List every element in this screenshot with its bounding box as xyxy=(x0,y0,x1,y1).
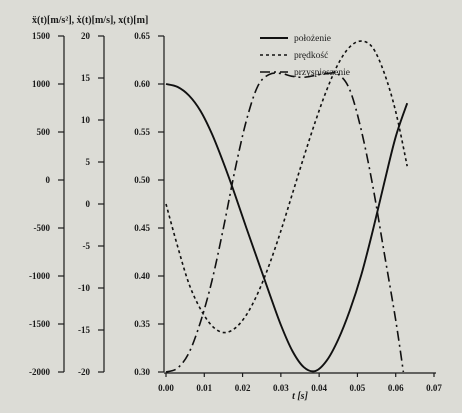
series-line-pos xyxy=(165,83,409,373)
time-tick-label: 0.01 xyxy=(196,383,212,393)
pos-tick-label: 0.65 xyxy=(134,31,150,41)
time-tick-label: 0.04 xyxy=(311,383,327,393)
legend-label-vel: prędkość xyxy=(294,51,328,61)
time-tick-label: 0.06 xyxy=(388,383,404,393)
vel-tick-label: 5 xyxy=(86,157,91,167)
time-tick-label: 0.02 xyxy=(235,383,251,393)
acc-tick-label: 0 xyxy=(46,175,51,185)
vel-tick-label: -20 xyxy=(78,367,90,377)
acc-tick-label: -500 xyxy=(34,223,51,233)
vel-tick-label: 10 xyxy=(81,115,91,125)
vel-tick-label: 0 xyxy=(86,199,91,209)
vel-tick-label: 15 xyxy=(81,73,91,83)
acc-tick-label: -2000 xyxy=(29,367,50,377)
acc-tick-label: -1500 xyxy=(29,319,50,329)
series-line-vel xyxy=(165,40,408,334)
x-axis-label: t [s] xyxy=(292,391,309,402)
pos-tick-label: 0.55 xyxy=(134,127,150,137)
pos-tick-label: 0.60 xyxy=(134,79,150,89)
pos-tick-label: 0.45 xyxy=(134,223,150,233)
acc-tick-label: 500 xyxy=(37,127,51,137)
vel-tick-label: 20 xyxy=(81,31,91,41)
acc-tick-label: 1500 xyxy=(32,31,51,41)
time-tick-label: 0.05 xyxy=(350,383,366,393)
pos-tick-label: 0.30 xyxy=(134,367,150,377)
pos-tick-label: 0.40 xyxy=(134,271,150,281)
y-axis-label: ẍ(t)[m/s²], ẋ(t)[m/s], x(t)[m] xyxy=(32,15,148,26)
acc-tick-label: 1000 xyxy=(32,79,51,89)
legend-label-pos: położenie xyxy=(294,34,331,44)
vel-tick-label: -15 xyxy=(78,325,90,335)
time-tick-label: 0.03 xyxy=(273,383,289,393)
legend-label-acc: przyspieszenie xyxy=(294,68,350,78)
acc-tick-label: -1000 xyxy=(29,271,50,281)
pos-tick-label: 0.35 xyxy=(134,319,150,329)
time-tick-label: 0.07 xyxy=(426,383,442,393)
vel-tick-label: -5 xyxy=(83,241,91,251)
series-line-acc xyxy=(165,72,405,373)
pos-tick-label: 0.50 xyxy=(134,175,150,185)
time-tick-label: 0.00 xyxy=(158,383,174,393)
vel-tick-label: -10 xyxy=(78,283,90,293)
